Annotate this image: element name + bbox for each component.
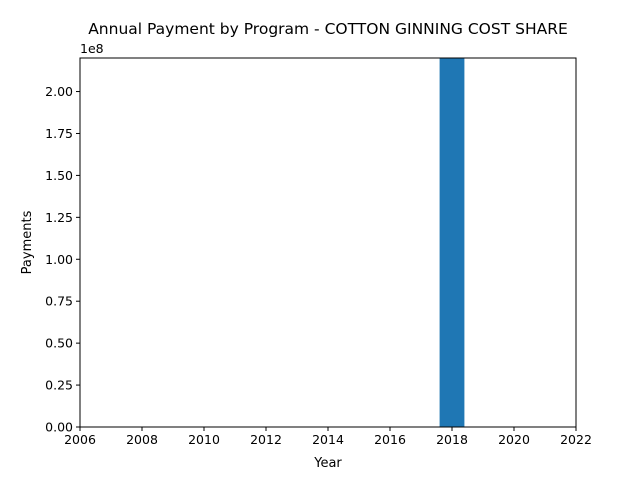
x-tick-label: 2008 — [126, 432, 158, 447]
y-tick-label: 1.25 — [45, 210, 73, 225]
x-tick-label: 2014 — [312, 432, 344, 447]
y-tick-label: 2.00 — [45, 84, 73, 99]
y-tick-label: 0.00 — [45, 420, 73, 435]
y-tick-label: 1.50 — [45, 168, 73, 183]
chart-title: Annual Payment by Program - COTTON GINNI… — [88, 20, 568, 38]
y-axis-offset-label: 1e8 — [80, 41, 104, 56]
bars — [439, 58, 465, 427]
x-axis-ticks: 2006 2008 2010 2012 2014 2016 2018 2020 2022 — [64, 427, 592, 447]
x-axis-label: Year — [313, 456, 342, 471]
x-tick-label: 2022 — [560, 432, 592, 447]
y-tick-label: 0.50 — [45, 336, 73, 351]
y-tick-label: 1.75 — [45, 126, 73, 141]
x-tick-label: 2010 — [188, 432, 220, 447]
x-tick-label: 2020 — [498, 432, 530, 447]
y-axis-label: Payments — [20, 210, 35, 274]
y-tick-label: 1.00 — [45, 252, 73, 267]
x-tick-label: 2012 — [250, 432, 282, 447]
x-tick-label: 2016 — [374, 432, 406, 447]
bar-2018 — [439, 58, 465, 427]
x-tick-label: 2006 — [64, 432, 96, 447]
y-tick-label: 0.25 — [45, 378, 73, 393]
y-axis-ticks: 0.00 0.25 0.50 0.75 1.00 1.25 1.50 1.75 2.00 — [45, 84, 80, 435]
x-tick-label: 2018 — [436, 432, 468, 447]
y-tick-label: 0.75 — [45, 294, 73, 309]
